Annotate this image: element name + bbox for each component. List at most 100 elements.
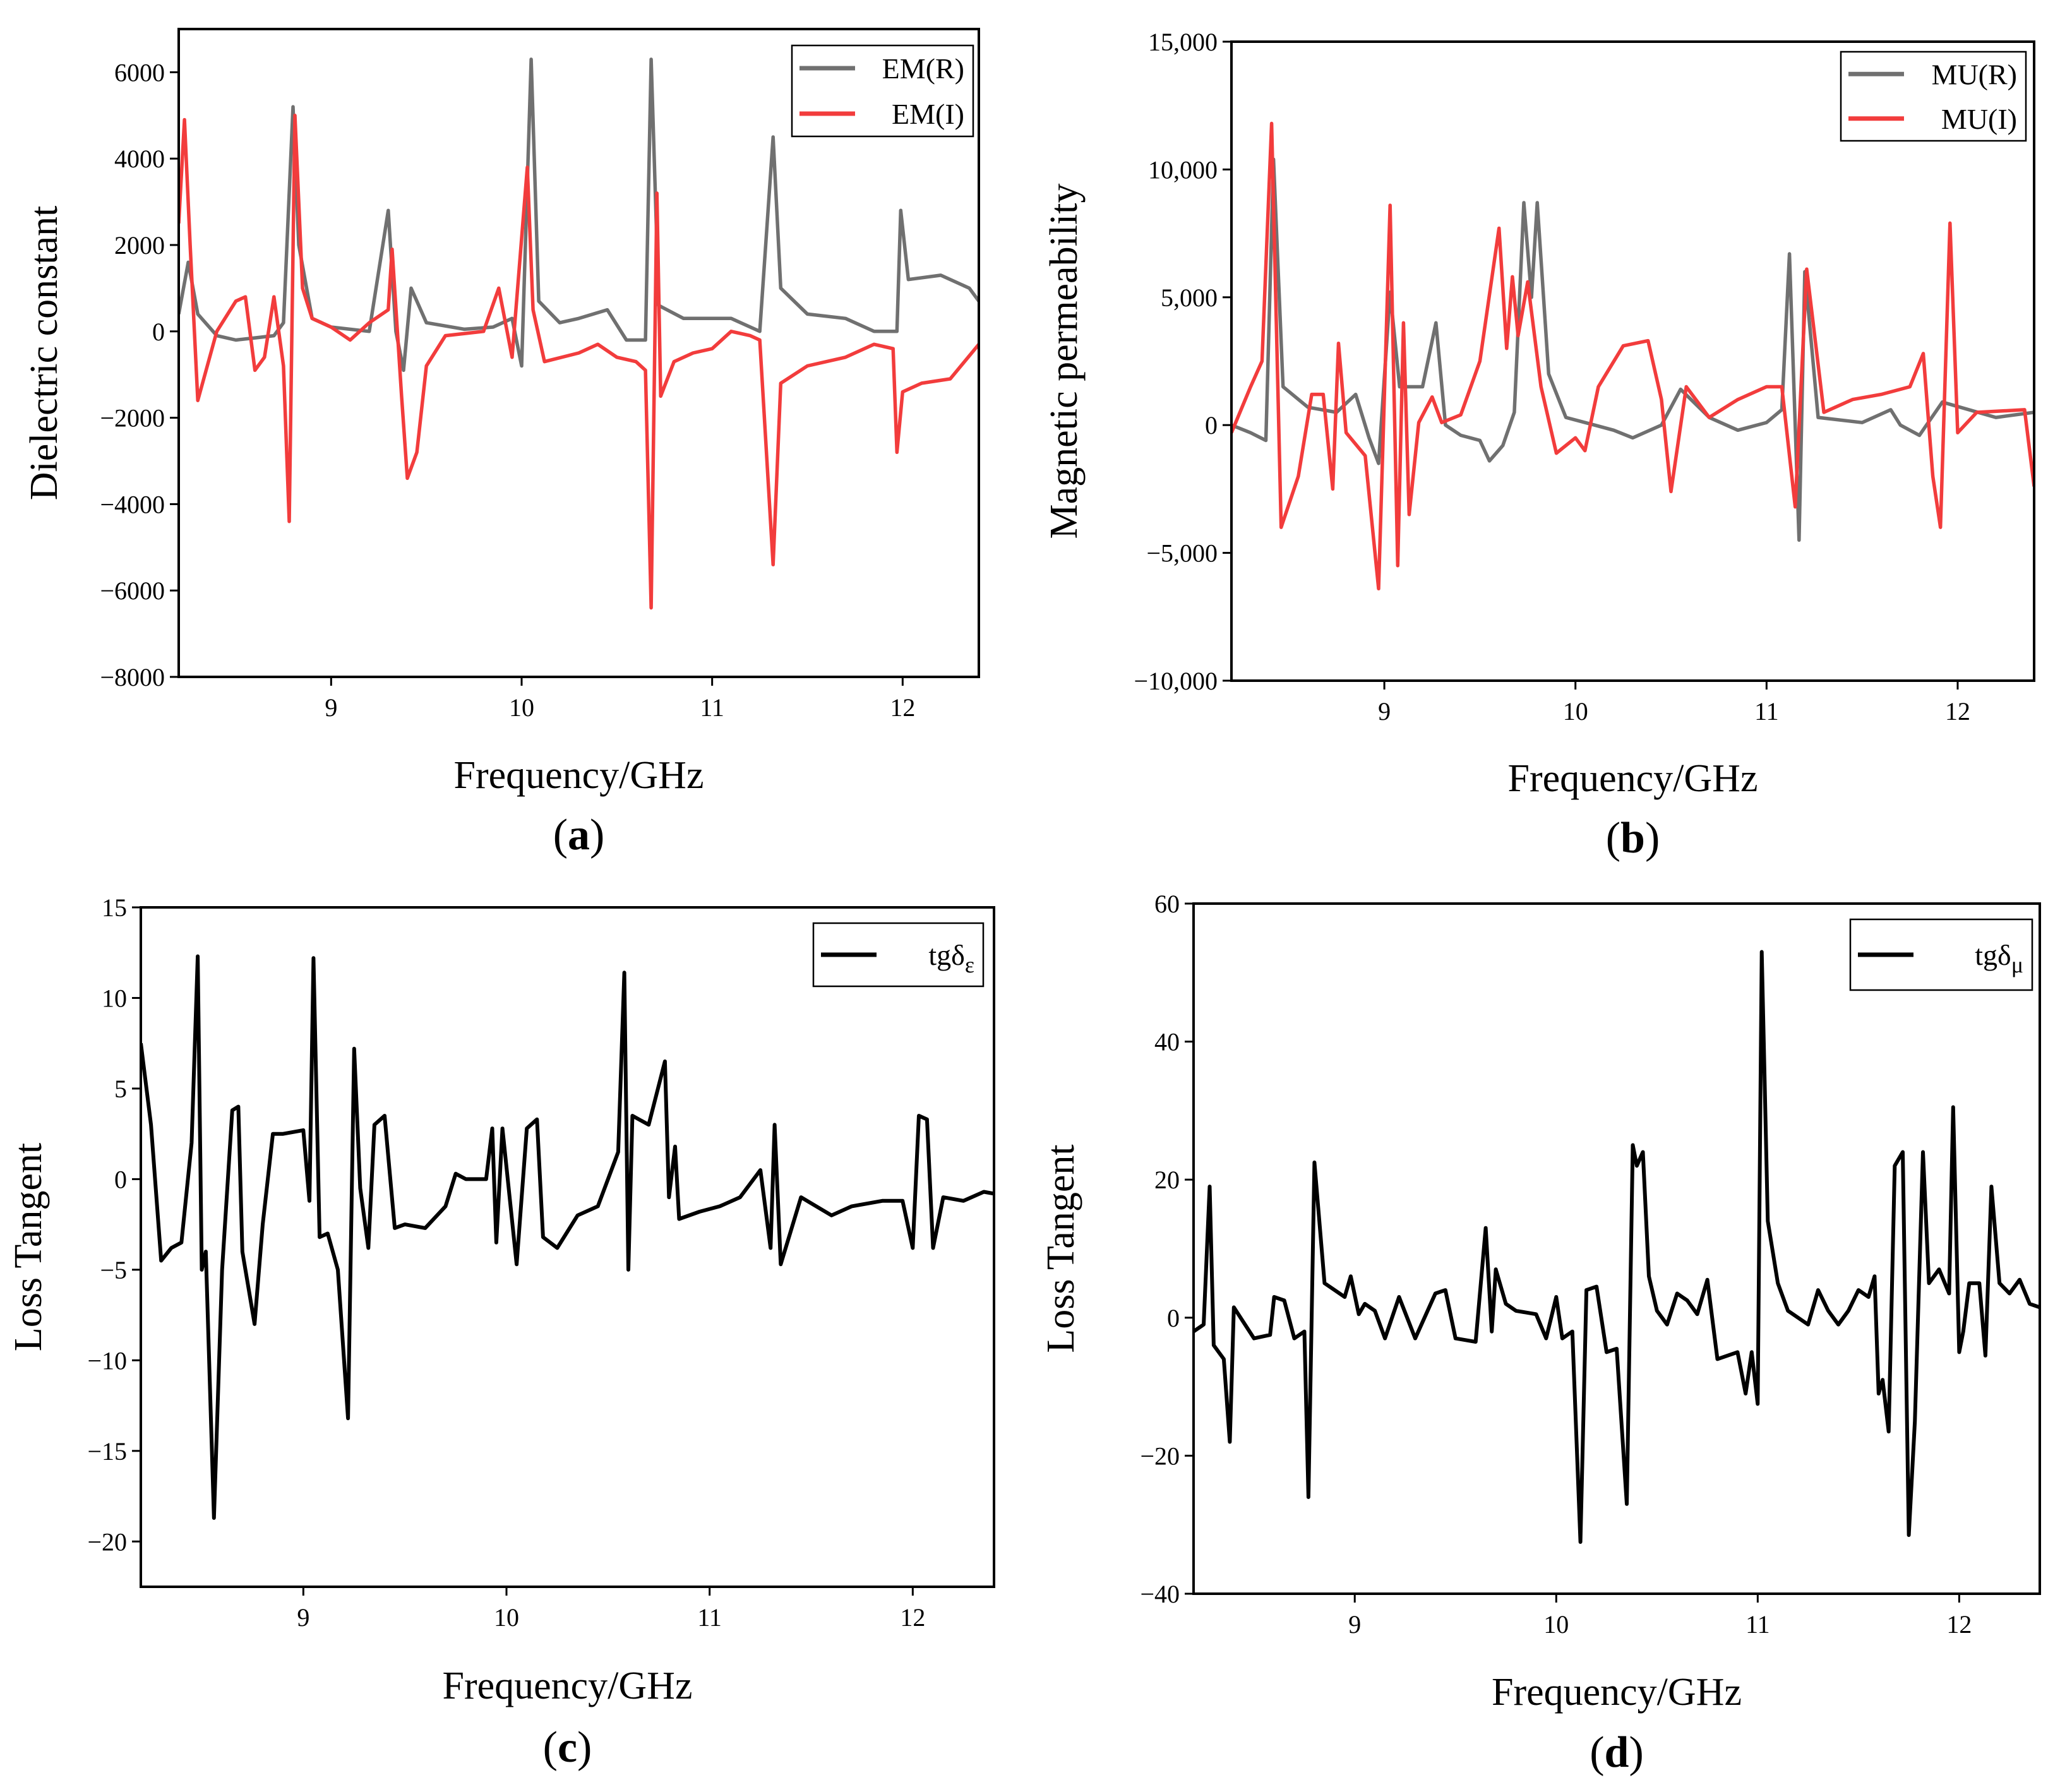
x-tick-label: 10 <box>1563 697 1588 726</box>
y-tick-label: −5,000 <box>1146 539 1218 568</box>
y-tick-label: −2000 <box>100 404 165 433</box>
x-tick-label: 12 <box>1946 1610 1972 1639</box>
panel-caption: (a) <box>553 811 605 859</box>
caption-letter: b <box>1620 814 1645 863</box>
x-axis-title: Frequency/GHz <box>454 754 704 797</box>
y-tick-label: −10,000 <box>1134 667 1218 695</box>
caption-letter: c <box>558 1723 577 1772</box>
legend-label-subscript: μ <box>2011 952 2023 977</box>
series-line-em-i- <box>179 114 979 610</box>
chart-panel-d: 9 10 11 12 −40 −20 0 20 40 60 Frequency/GHz Loss Ta… <box>1039 890 2041 1777</box>
y-tick-label: −20 <box>1140 1442 1180 1470</box>
legend-label-text: tgδ <box>1975 939 2011 971</box>
y-tick-label: 5 <box>114 1075 127 1103</box>
legend: MU(R) MU(I) <box>1840 51 2027 142</box>
y-tick-label: 0 <box>152 318 165 346</box>
x-axis-title: Frequency/GHz <box>443 1664 693 1707</box>
legend-box <box>791 44 974 138</box>
chart-panel-b: 9 10 11 12 −10,000 −5,000 0 5,000 10,000 15,000 Fr… <box>1043 28 2035 863</box>
x-tick-label: 11 <box>697 1603 722 1632</box>
y-tick-label: −10 <box>87 1346 127 1375</box>
y-tick-label: −5 <box>100 1256 127 1284</box>
legend-label: MU(R) <box>1932 58 2017 90</box>
x-axis-title: Frequency/GHz <box>1508 757 1758 800</box>
caption-paren-close: ) <box>577 1723 592 1772</box>
y-tick-label: −6000 <box>100 576 165 605</box>
y-tick-label: 2000 <box>114 231 165 260</box>
panel-caption: (d) <box>1590 1728 1644 1777</box>
x-axis-title: Frequency/GHz <box>1492 1671 1742 1714</box>
y-tick-label: 20 <box>1154 1166 1180 1194</box>
y-axis-title: Magnetic permeability <box>1043 184 1086 539</box>
x-tick-label: 12 <box>1945 697 1970 726</box>
caption-letter: a <box>568 811 590 859</box>
caption-letter: d <box>1605 1728 1629 1777</box>
legend-box <box>1840 51 2027 142</box>
legend-label-text: MU(I) <box>1941 103 2017 135</box>
y-axis-title: Dielectric constant <box>23 206 66 501</box>
y-tick-label: 10,000 <box>1148 155 1218 184</box>
y-tick-label: 4000 <box>114 145 165 173</box>
x-tick-label: 12 <box>890 693 915 722</box>
plot-frame <box>1230 40 2035 682</box>
plot-frame <box>1192 902 2041 1595</box>
plot-frame <box>140 906 995 1588</box>
series-line-mu-r- <box>1231 157 2034 542</box>
y-tick-label: 0 <box>1167 1304 1180 1332</box>
caption-paren-open: ( <box>553 811 568 859</box>
x-tick-label: 9 <box>297 1603 309 1632</box>
y-tick-label: −40 <box>1140 1580 1180 1608</box>
x-tick-label: 11 <box>1746 1610 1770 1639</box>
legend-label: tgδμ <box>1975 939 2023 977</box>
caption-paren-close: ) <box>1629 1728 1643 1777</box>
legend-label: EM(I) <box>892 98 964 130</box>
y-tick-label: 0 <box>1205 411 1218 439</box>
legend-label-text: tgδ <box>928 939 964 971</box>
caption-paren-close: ) <box>590 811 604 859</box>
legend-label-text: EM(R) <box>882 52 964 85</box>
legend: EM(R) EM(I) <box>791 44 974 138</box>
y-tick-label: 0 <box>114 1165 127 1193</box>
y-tick-label: −4000 <box>100 490 165 518</box>
caption-paren-open: ( <box>543 1723 558 1772</box>
legend-label-subscript: ε <box>965 952 974 977</box>
y-tick-label: 15 <box>102 893 127 922</box>
legend-label-text: EM(I) <box>892 98 964 130</box>
y-tick-label: 15,000 <box>1148 28 1218 56</box>
caption-paren-close: ) <box>1645 814 1660 863</box>
legend: tgδε <box>812 922 985 988</box>
x-tick-label: 12 <box>900 1603 925 1632</box>
caption-paren-open: ( <box>1590 1728 1604 1777</box>
legend-label: EM(R) <box>882 52 964 85</box>
y-tick-label: −8000 <box>100 663 165 691</box>
x-tick-label: 10 <box>509 693 534 722</box>
y-tick-label: 40 <box>1154 1028 1180 1056</box>
panel-caption: (b) <box>1606 814 1660 863</box>
y-tick-label: −20 <box>87 1527 127 1556</box>
x-tick-label: 11 <box>700 693 724 722</box>
series-line-em-r- <box>179 57 979 373</box>
y-tick-label: −15 <box>87 1437 127 1466</box>
y-tick-label: 60 <box>1154 890 1180 918</box>
y-tick-label: 10 <box>102 984 127 1012</box>
y-axis-title: Loss Tangent <box>1039 1144 1082 1353</box>
legend: tgδμ <box>1849 918 2033 991</box>
legend-label: MU(I) <box>1941 103 2017 135</box>
y-axis-title: Loss Tangent <box>7 1143 50 1351</box>
series-line-tg- <box>141 954 994 1520</box>
series-line-mu-i- <box>1231 121 2034 591</box>
legend-label-text: MU(R) <box>1932 58 2017 90</box>
y-tick-label: 5,000 <box>1161 284 1218 312</box>
y-tick-label: 6000 <box>114 58 165 87</box>
x-tick-label: 9 <box>1348 1610 1361 1639</box>
x-tick-label: 10 <box>1543 1610 1569 1639</box>
series-line-tg- <box>1194 950 2040 1544</box>
x-tick-label: 9 <box>325 693 337 722</box>
caption-paren-open: ( <box>1606 814 1620 863</box>
chart-panel-c: 9 10 11 12 −20 −15 −10 −5 0 5 10 15 Frequency/GHz Los… <box>7 893 995 1772</box>
x-tick-label: 10 <box>494 1603 519 1632</box>
chart-panel-a: 9 10 11 12 −8000 −6000 −4000 −2000 0 2000 4000 6000… <box>23 28 980 859</box>
plot-frame <box>177 28 980 678</box>
legend-label: tgδε <box>928 939 974 977</box>
